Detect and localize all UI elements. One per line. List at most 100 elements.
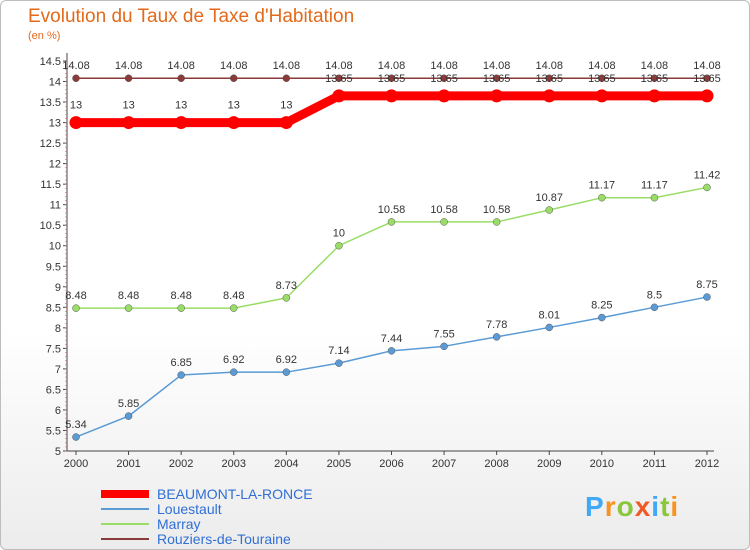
data-point — [440, 218, 448, 226]
x-tick-label: 2011 — [643, 458, 667, 470]
data-label: 14.08 — [641, 60, 669, 72]
data-label: 8.01 — [539, 309, 560, 321]
data-label: 14.08 — [220, 60, 248, 72]
data-label: 13 — [228, 100, 240, 112]
data-label: 14.08 — [430, 60, 458, 72]
data-label: 8.73 — [276, 280, 297, 292]
data-point — [490, 89, 504, 103]
data-label: 8.48 — [65, 290, 86, 302]
y-tick-label: 13 — [49, 118, 61, 130]
data-label: 8.5 — [647, 289, 662, 301]
data-point — [703, 183, 711, 192]
data-point — [650, 74, 659, 82]
data-point — [440, 342, 448, 351]
data-point — [177, 304, 185, 312]
proxiti-logo: Proxiti — [585, 491, 679, 523]
legend-label: Louestault — [157, 501, 222, 517]
data-point — [282, 368, 291, 376]
y-tick-label: 7.5 — [46, 343, 61, 355]
y-tick-label: 14 — [49, 77, 61, 89]
data-point — [227, 116, 241, 130]
data-label: 14.08 — [378, 60, 406, 72]
data-point — [492, 74, 501, 82]
x-tick-label: 2004 — [274, 458, 298, 470]
x-tick-label: 2010 — [590, 458, 614, 470]
data-label: 8.48 — [170, 290, 191, 302]
y-tick-label: 10.5 — [40, 220, 61, 232]
data-point — [335, 359, 343, 367]
data-point — [440, 74, 448, 82]
data-label: 8.25 — [591, 300, 612, 312]
y-tick-label: 12.5 — [40, 138, 61, 150]
logo-letter: P — [585, 491, 605, 522]
data-point — [647, 89, 661, 103]
logo-letter: t — [660, 491, 671, 522]
data-point — [177, 371, 185, 379]
x-tick-label: 2003 — [222, 458, 246, 470]
y-tick-label: 5.5 — [46, 425, 61, 437]
data-point — [700, 89, 714, 103]
data-label: 13.65 — [588, 73, 616, 85]
data-label: 14.08 — [273, 60, 301, 72]
y-tick-label: 12 — [49, 159, 61, 171]
y-tick-label: 9 — [55, 282, 61, 294]
logo-letter: r — [604, 491, 617, 522]
data-label: 5.34 — [65, 419, 86, 431]
data-point — [492, 218, 501, 226]
data-label: 13.65 — [378, 73, 406, 85]
data-label: 13 — [70, 100, 82, 112]
x-tick-label: 2012 — [695, 458, 719, 470]
data-point — [387, 218, 396, 226]
data-label: 7.44 — [381, 333, 402, 345]
data-point — [282, 74, 291, 82]
data-label: 7.55 — [433, 328, 454, 340]
data-label: 6.92 — [223, 354, 244, 366]
data-point — [650, 193, 659, 202]
data-point — [122, 116, 136, 130]
data-label: 13 — [175, 100, 187, 112]
data-point — [437, 89, 451, 103]
x-tick-label: 2009 — [537, 458, 561, 470]
x-tick-label: 2000 — [64, 458, 88, 470]
data-label: 13.65 — [535, 73, 563, 85]
data-label: 10.58 — [483, 204, 511, 216]
data-label: 7.78 — [486, 319, 507, 331]
data-label: 8.48 — [223, 290, 244, 302]
data-label: 6.92 — [276, 354, 297, 366]
data-point — [174, 116, 188, 130]
data-point — [545, 323, 553, 332]
y-tick-label: 13.5 — [40, 97, 61, 109]
y-tick-label: 5 — [55, 446, 61, 458]
y-tick-label: 10 — [49, 241, 61, 253]
data-label: 13 — [122, 100, 134, 112]
data-point — [230, 368, 238, 376]
data-label: 13 — [280, 100, 292, 112]
data-point — [230, 304, 238, 312]
data-point — [177, 74, 185, 82]
data-label: 10.58 — [378, 204, 406, 216]
data-point — [230, 74, 238, 82]
y-tick-label: 6 — [55, 405, 61, 417]
data-point — [598, 313, 606, 322]
legend-label: Marray — [157, 516, 201, 532]
data-point — [69, 116, 83, 130]
y-tick-label: 8 — [55, 323, 61, 335]
data-label: 11.42 — [694, 169, 721, 181]
y-tick-label: 6.5 — [46, 384, 61, 396]
data-point — [387, 74, 396, 82]
data-label: 5.85 — [118, 398, 139, 410]
x-tick-label: 2005 — [327, 458, 351, 470]
data-point — [72, 433, 80, 441]
data-label: 7.14 — [328, 345, 349, 357]
data-label: 8.75 — [696, 279, 717, 291]
data-point — [124, 74, 133, 82]
logo-letter: i — [651, 491, 661, 522]
x-tick-label: 2001 — [116, 458, 140, 470]
data-point — [72, 74, 80, 82]
data-label: 13.65 — [641, 73, 669, 85]
x-tick-label: 2006 — [379, 458, 403, 470]
data-point — [598, 193, 606, 202]
data-label: 10.58 — [430, 204, 458, 216]
data-label: 14.08 — [693, 60, 721, 72]
data-label: 13.65 — [325, 73, 353, 85]
